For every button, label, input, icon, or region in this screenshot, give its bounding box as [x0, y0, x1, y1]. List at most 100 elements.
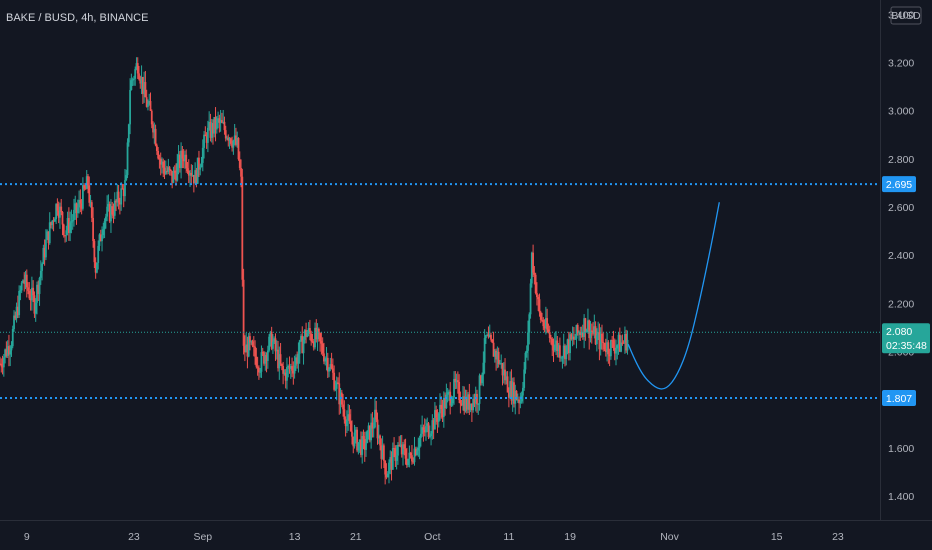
- candle-body: [606, 342, 608, 353]
- candle-body: [1, 366, 4, 368]
- candle-body: [287, 366, 290, 368]
- candle-body: [176, 163, 179, 181]
- candle-body: [375, 409, 378, 420]
- candle-body: [305, 330, 307, 337]
- candle-body: [435, 410, 438, 418]
- candle-body: [603, 342, 606, 350]
- candle-body: [455, 380, 458, 383]
- candle-body: [148, 101, 151, 104]
- currency-badge[interactable]: BUSD: [890, 6, 922, 25]
- candle-body: [609, 340, 612, 357]
- horizontal-levels[interactable]: [0, 183, 880, 399]
- candle-body: [541, 319, 543, 321]
- candle-body: [428, 436, 431, 438]
- candle-body: [608, 354, 611, 357]
- candle-body: [589, 330, 592, 339]
- candle-body: [442, 397, 445, 418]
- candle-body: [89, 202, 92, 204]
- y-tick-label: 1.400: [888, 491, 914, 503]
- candle-body: [116, 191, 119, 203]
- candle-body: [222, 121, 225, 123]
- candle-body: [41, 263, 43, 271]
- x-tick-label: 23: [128, 531, 140, 543]
- candle-body: [20, 282, 23, 291]
- candle-body: [232, 140, 235, 148]
- candle-body: [516, 399, 519, 401]
- candle-body: [585, 329, 588, 333]
- projection-path[interactable]: [627, 202, 720, 390]
- candle-body: [282, 366, 285, 374]
- candle-body: [208, 121, 211, 128]
- candle-body: [103, 221, 106, 230]
- candle-body: [43, 247, 46, 258]
- candle-body: [343, 409, 346, 420]
- candle-body: [352, 436, 355, 447]
- candle-body: [490, 334, 492, 340]
- x-tick-label: 11: [503, 531, 514, 543]
- candle-body: [185, 154, 188, 169]
- candle-body: [301, 335, 304, 354]
- candle-body: [85, 176, 88, 189]
- candle-body: [493, 350, 496, 357]
- candle-body: [504, 369, 506, 381]
- candle-body: [97, 245, 100, 263]
- candlestick-series: [0, 57, 629, 485]
- candle-body: [263, 352, 265, 364]
- candle-body: [566, 339, 569, 346]
- candle-body: [500, 363, 503, 365]
- candle-body: [483, 338, 486, 363]
- candle-body: [569, 334, 571, 354]
- candle-body: [595, 335, 598, 345]
- candle-body: [557, 345, 560, 352]
- candle-body: [446, 392, 449, 395]
- candle-body: [59, 206, 61, 218]
- candle-body: [145, 97, 148, 107]
- candle-body: [260, 352, 263, 372]
- candle-body: [337, 382, 339, 384]
- candle-body: [289, 366, 292, 369]
- candle-body: [453, 378, 455, 398]
- candle-body: [84, 188, 87, 190]
- candle-body: [495, 350, 498, 360]
- candle-body: [533, 272, 536, 275]
- candle-body: [306, 333, 309, 337]
- candle-body: [511, 382, 514, 401]
- candle-body: [353, 432, 356, 447]
- candle-body: [436, 417, 439, 422]
- candle-body: [555, 340, 557, 345]
- candle-body: [412, 461, 415, 463]
- candle-body: [379, 435, 381, 446]
- candle-body: [181, 150, 184, 159]
- projection-curve[interactable]: [627, 202, 720, 390]
- candle-body: [571, 336, 574, 340]
- candle-body: [624, 333, 626, 343]
- current-price-label: 2.080: [886, 326, 912, 338]
- candle-body: [539, 312, 542, 320]
- candle-body: [333, 372, 336, 390]
- candle-body: [101, 235, 103, 242]
- candle-body: [316, 328, 319, 340]
- candle-body: [229, 138, 232, 144]
- candle-body: [66, 218, 69, 231]
- candle-body: [96, 262, 98, 273]
- candle-body: [573, 336, 575, 340]
- candle-body: [110, 206, 112, 222]
- candle-body: [502, 369, 505, 376]
- price-axis[interactable]: 1.4001.6001.8002.0002.2002.4002.6002.800…: [888, 9, 914, 502]
- candle-body: [601, 333, 603, 342]
- candle-body: [189, 172, 191, 176]
- candle-body: [245, 344, 248, 353]
- time-axis[interactable]: 9 23 Sep 13 21 Oct 11 19 Nov 15 23: [24, 531, 844, 543]
- candle-body: [534, 274, 537, 294]
- candle-body: [492, 342, 495, 357]
- candle-body: [18, 290, 21, 316]
- candle-body: [117, 191, 120, 203]
- candle-body: [515, 390, 518, 400]
- candle-body: [162, 161, 165, 168]
- candle-body: [273, 338, 276, 342]
- candle-body: [385, 474, 388, 478]
- candle-body: [53, 219, 56, 222]
- candle-body: [439, 404, 441, 414]
- candle-body: [52, 220, 55, 222]
